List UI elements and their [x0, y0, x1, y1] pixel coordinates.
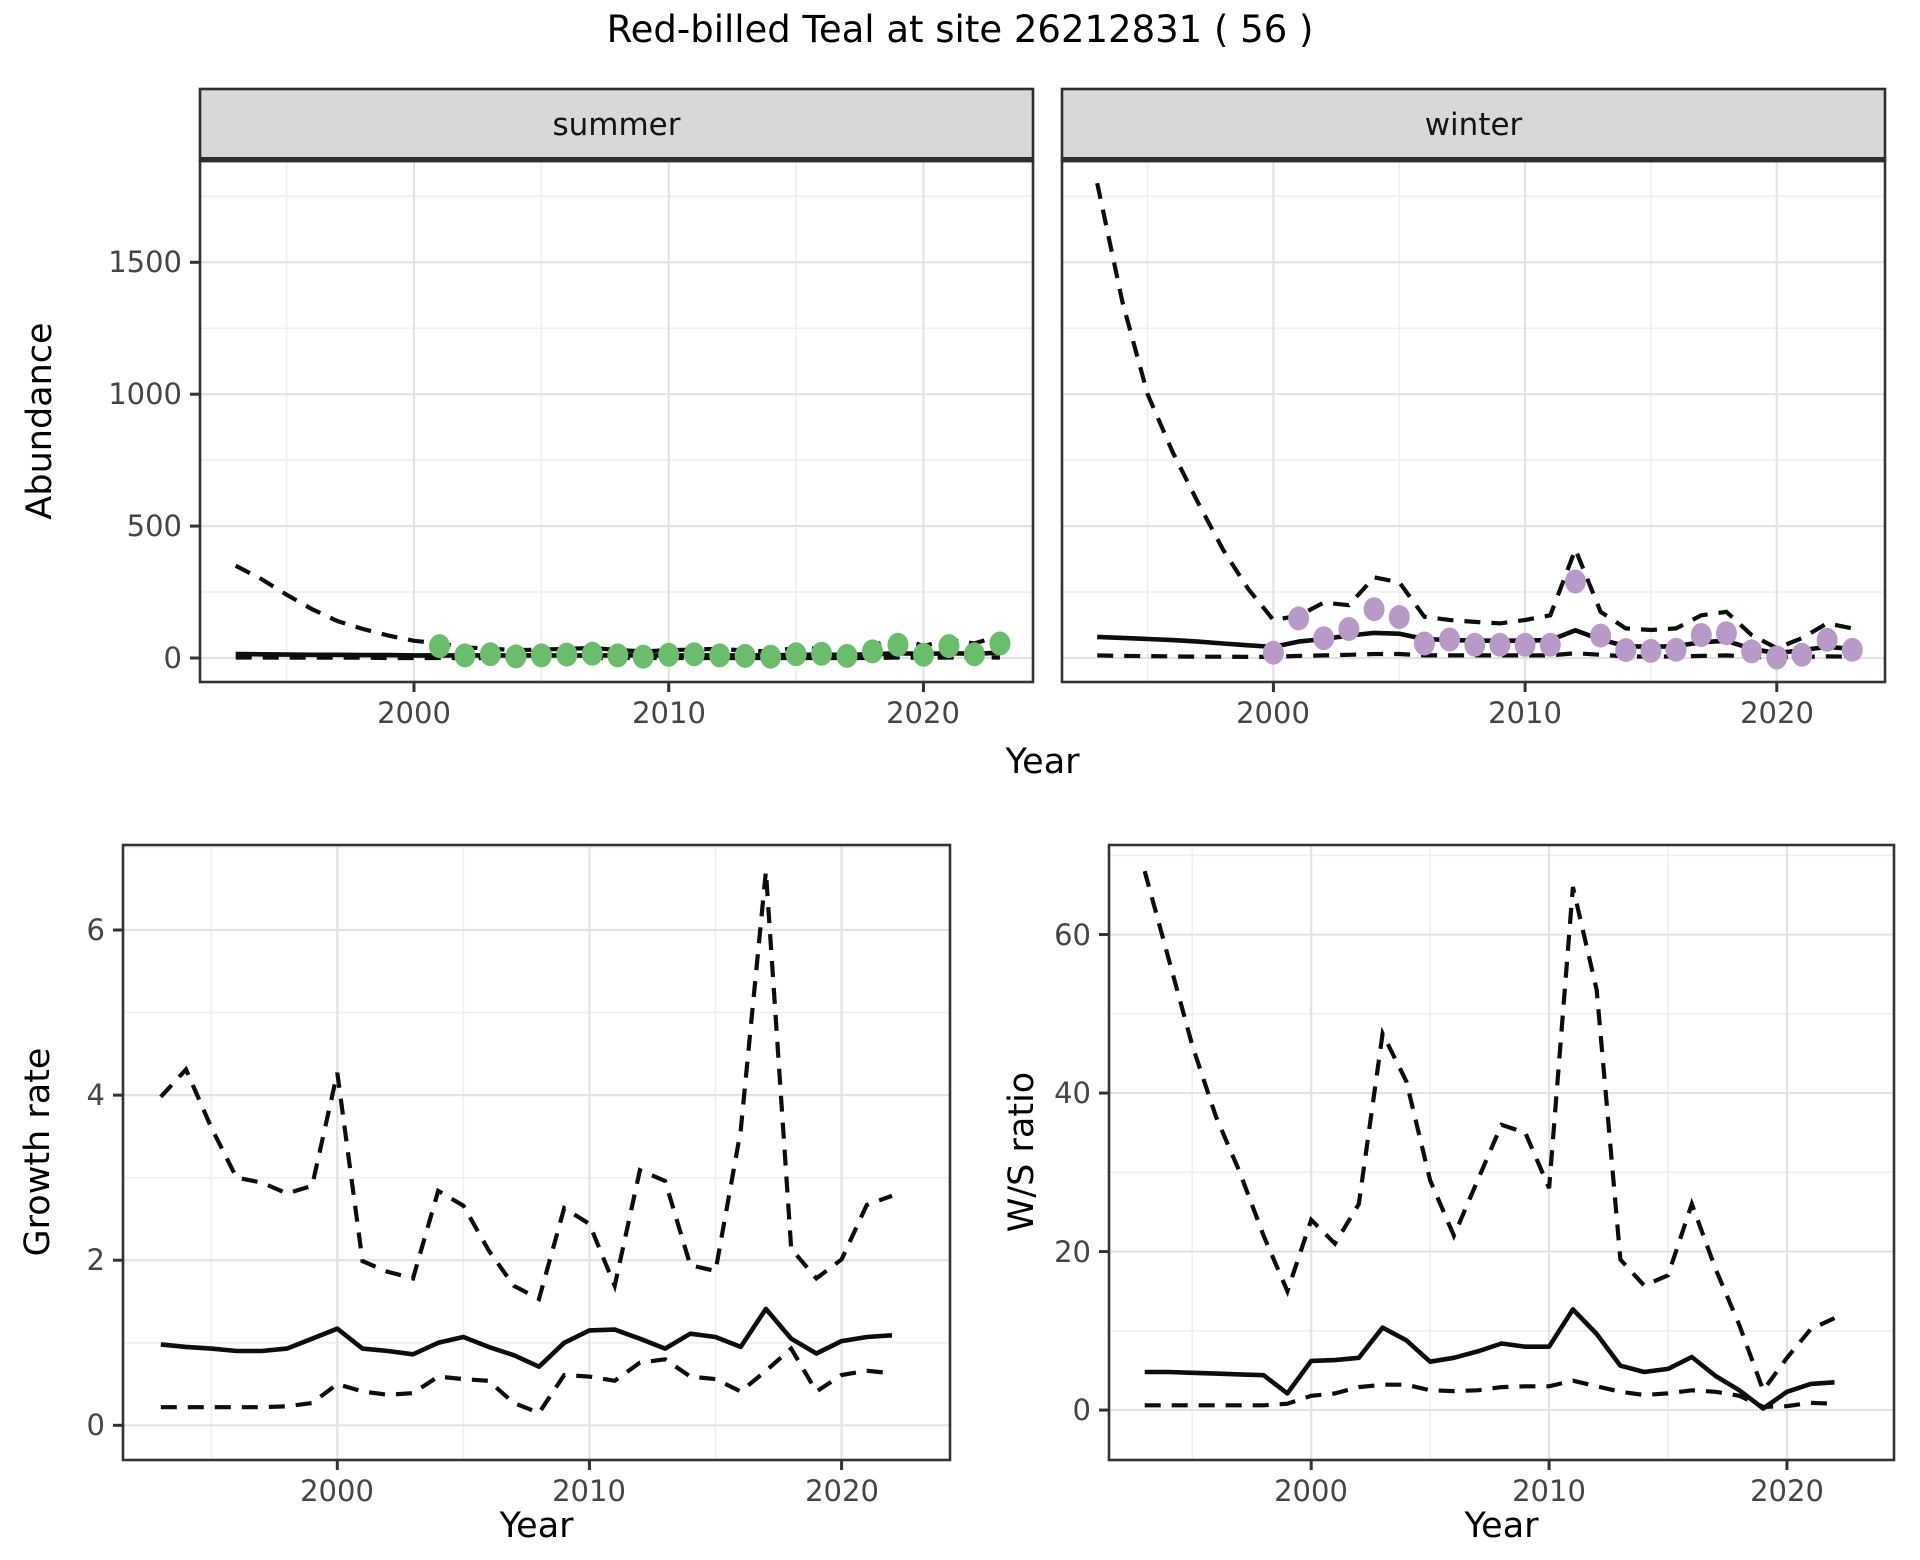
data-point-winter: [1338, 617, 1360, 641]
data-point-winter: [1615, 638, 1637, 663]
data-point-winter: [1690, 623, 1712, 647]
panel-border: [1107, 843, 1896, 1462]
panel-background-winter: [1062, 161, 1885, 682]
lower-ci-line: [1097, 651, 1853, 660]
data-point-summer: [530, 643, 552, 668]
upper-ci-line: [159, 871, 893, 1303]
data-point-winter: [1489, 632, 1511, 657]
data-point-summer: [709, 643, 731, 668]
data-point-winter: [1262, 640, 1284, 665]
data-point-winter: [1539, 632, 1561, 657]
panel-background-summer: [200, 161, 1033, 682]
data-point-summer: [887, 632, 909, 657]
data-point-winter: [1464, 632, 1486, 657]
data-point-winter: [1363, 597, 1385, 622]
lower-ci-line: [160, 1345, 893, 1416]
data-point-winter: [1388, 605, 1410, 630]
facet-strip-bg: [1060, 87, 1887, 163]
data-point-summer: [862, 639, 883, 664]
data-point-summer: [785, 642, 807, 667]
data-point-summer: [454, 643, 476, 668]
panel-background-growth-rate: [123, 845, 950, 1460]
median-line: [1144, 1307, 1835, 1411]
data-point-summer: [963, 642, 985, 667]
data-point-winter: [1841, 637, 1863, 662]
data-point-winter: [1766, 645, 1788, 670]
data-point-winter: [1313, 626, 1335, 651]
data-point-summer: [581, 641, 603, 666]
data-point-summer: [556, 642, 578, 667]
data-point-summer: [913, 642, 934, 667]
upper-ci-line: [1142, 870, 1836, 1395]
lower-ci-line: [1144, 1378, 1835, 1410]
median-line: [160, 1306, 893, 1369]
data-point-summer: [479, 642, 501, 667]
data-point-summer: [632, 644, 654, 669]
data-point-winter: [1715, 621, 1737, 646]
data-point-winter: [1665, 637, 1687, 662]
data-point-winter: [1741, 639, 1763, 664]
data-point-summer: [683, 642, 705, 667]
data-point-winter: [1564, 569, 1586, 594]
data-point-summer: [505, 644, 527, 669]
panel-border: [121, 843, 952, 1462]
data-point-winter: [1791, 642, 1813, 667]
data-point-winter: [1640, 638, 1662, 663]
upper-ci-line: [1095, 182, 1853, 651]
data-point-summer: [836, 643, 858, 668]
data-point-winter: [1288, 606, 1310, 631]
facet-strip-bg: [198, 87, 1035, 163]
data-point-winter: [1413, 631, 1435, 656]
data-point-summer: [989, 631, 1011, 656]
data-point-summer: [429, 634, 450, 659]
data-point-summer: [811, 641, 833, 666]
panel-background-ws-ratio: [1109, 845, 1894, 1460]
data-point-summer: [658, 642, 680, 667]
data-point-winter: [1439, 627, 1461, 652]
data-point-winter: [1816, 627, 1838, 652]
data-point-summer: [760, 644, 782, 669]
data-point-winter: [1514, 632, 1536, 657]
data-point-summer: [607, 643, 629, 668]
data-point-summer: [734, 643, 756, 668]
data-point-summer: [938, 634, 960, 659]
data-point-winter: [1590, 623, 1612, 648]
